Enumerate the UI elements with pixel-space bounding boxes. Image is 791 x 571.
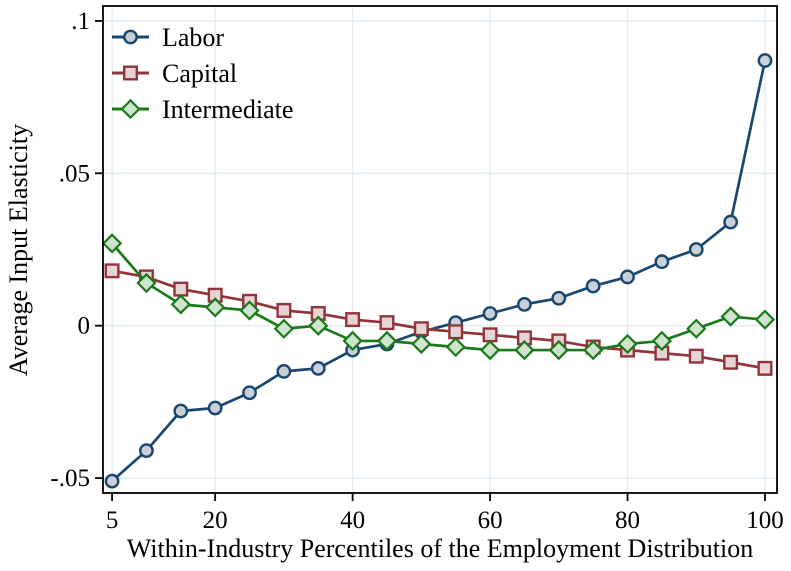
series-marker-intermediate xyxy=(445,336,466,358)
series-marker-capital xyxy=(723,354,739,370)
series-marker-capital xyxy=(448,324,464,340)
series-marker-capital xyxy=(413,321,429,337)
series-marker-capital xyxy=(688,348,704,364)
series-marker-intermediate xyxy=(754,309,776,330)
series-marker-labor xyxy=(688,242,704,257)
gridlines xyxy=(103,6,777,493)
y-tick-label: -.05 xyxy=(50,465,90,492)
series-marker-capital xyxy=(104,263,120,279)
series-marker-intermediate xyxy=(686,318,707,339)
axis-tick-labels: 5 20 40 60 80 100 .1 .05 0 -.05 xyxy=(50,8,783,534)
series-marker-capital xyxy=(173,281,189,297)
series-marker-labor xyxy=(482,306,498,321)
legend-entry-capital: Capital xyxy=(112,59,237,88)
y-tick-label: .05 xyxy=(59,160,90,187)
series-marker-labor xyxy=(207,400,223,416)
x-axis-title: Within-Industry Percentiles of the Emplo… xyxy=(127,534,753,563)
series-marker-labor xyxy=(551,290,567,306)
legend-label: Labor xyxy=(162,23,224,52)
axis-ticks xyxy=(95,20,766,501)
series-marker-intermediate xyxy=(136,272,157,294)
series-marker-labor xyxy=(276,364,292,379)
legend-label: Capital xyxy=(162,59,237,88)
legend-entry-labor: Labor xyxy=(112,23,224,52)
series-marker-intermediate xyxy=(342,330,363,352)
series-marker-labor xyxy=(517,296,532,312)
data-series xyxy=(101,53,776,489)
series-marker-capital xyxy=(482,327,498,343)
series-marker-labor xyxy=(104,473,120,489)
plot-border xyxy=(102,5,778,494)
series-intermediate xyxy=(101,233,776,361)
legend-marker-diamond xyxy=(120,98,141,120)
x-tick-label: 5 xyxy=(106,507,119,534)
series-marker-labor xyxy=(139,443,154,459)
series-marker-intermediate xyxy=(720,306,741,327)
legend: Labor Capital Intermediate xyxy=(112,23,293,124)
series-marker-intermediate xyxy=(514,339,535,361)
series-marker-capital xyxy=(379,315,395,331)
series-marker-labor xyxy=(723,214,739,230)
series-marker-intermediate xyxy=(583,339,604,361)
series-marker-intermediate xyxy=(479,339,501,361)
series-marker-intermediate xyxy=(548,339,569,361)
legend-entry-intermediate: Intermediate xyxy=(112,95,293,124)
series-marker-intermediate xyxy=(273,318,295,339)
series-marker-capital xyxy=(276,302,292,318)
legend-marker-circle xyxy=(123,29,138,45)
y-tick-label: 0 xyxy=(78,313,91,340)
series-marker-capital xyxy=(757,360,773,376)
series-marker-labor xyxy=(757,53,773,68)
x-tick-label: 40 xyxy=(340,507,365,534)
series-marker-intermediate xyxy=(205,297,226,318)
y-axis-title: Average Input Elasticity xyxy=(4,124,33,376)
series-marker-capital xyxy=(345,312,361,328)
series-marker-labor xyxy=(620,269,635,285)
series-marker-labor xyxy=(585,278,601,294)
series-marker-intermediate xyxy=(376,330,398,352)
series-marker-intermediate xyxy=(239,300,260,321)
series-marker-labor xyxy=(242,385,257,401)
series-marker-labor xyxy=(654,254,670,270)
y-tick-label: .1 xyxy=(71,8,90,35)
series-marker-intermediate xyxy=(411,333,432,355)
series-marker-labor xyxy=(173,403,189,419)
series-marker-intermediate xyxy=(651,330,673,352)
series-marker-intermediate xyxy=(617,333,638,355)
x-tick-label: 100 xyxy=(746,507,784,534)
x-tick-label: 60 xyxy=(478,507,503,534)
x-tick-label: 80 xyxy=(615,507,640,534)
series-marker-intermediate xyxy=(308,315,329,336)
x-tick-label: 20 xyxy=(203,507,228,534)
series-marker-intermediate xyxy=(101,233,123,254)
legend-marker-square xyxy=(122,65,138,81)
series-marker-intermediate xyxy=(170,294,191,315)
legend-label: Intermediate xyxy=(162,95,293,124)
series-marker-labor xyxy=(310,360,326,376)
